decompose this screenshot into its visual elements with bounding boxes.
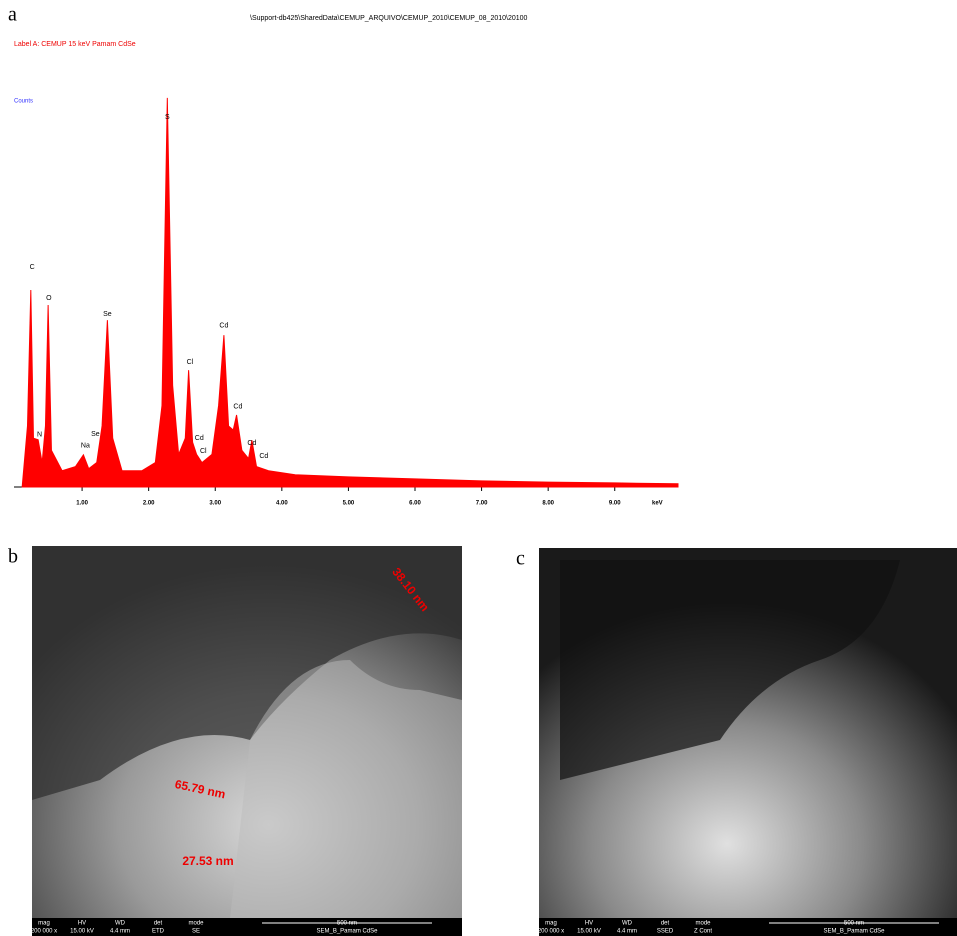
info-header: mode — [188, 921, 204, 927]
info-header: mag — [38, 921, 50, 927]
measurement-label: 27.53 nm — [182, 854, 233, 868]
peak-label: Se — [103, 311, 112, 318]
peak-label: Cl — [187, 359, 194, 366]
file-path: \Support-db425\SharedData\CEMUP_ARQUIVO\… — [250, 15, 528, 22]
x-tick-label: 7.00 — [476, 501, 488, 507]
info-header: mag — [545, 921, 557, 927]
panel-label: a — [8, 4, 17, 26]
sample-name: SEM_B_Pamam CdSe — [823, 929, 885, 935]
info-header: det — [661, 921, 670, 927]
panel-label: b — [8, 546, 18, 568]
peak-label: Cd — [219, 323, 228, 330]
sem-dark-region — [560, 560, 900, 780]
peak-label: Cd — [233, 404, 242, 411]
x-tick-label: 1.00 — [76, 501, 88, 507]
sem-particle — [230, 660, 462, 918]
peak-label: Cd — [195, 435, 204, 442]
peak-label: Na — [81, 443, 90, 450]
peak-label: S — [165, 114, 170, 121]
x-tick-label: 5.00 — [343, 501, 355, 507]
spectrum-label: Label A: CEMUP 15 keV Pamam CdSe — [14, 41, 136, 48]
peak-label: O — [46, 295, 52, 302]
info-value: 4.4 mm — [617, 929, 637, 935]
scale-bar-label: 500 nm — [337, 921, 357, 927]
x-tick-label: 2.00 — [143, 501, 155, 507]
info-value: SSED — [657, 929, 674, 935]
info-header: WD — [115, 921, 126, 927]
x-tick-label: 3.00 — [209, 501, 221, 507]
info-value: 15.00 kV — [577, 929, 601, 935]
peak-label: Cd — [247, 440, 256, 447]
info-value: ETD — [152, 929, 165, 935]
info-header: WD — [622, 921, 633, 927]
x-tick-label: 8.00 — [542, 501, 554, 507]
info-bar — [539, 918, 957, 936]
sample-name: SEM_B_Pamam CdSe — [316, 929, 378, 935]
panel-label: c — [516, 548, 525, 570]
y-axis-label: Counts — [14, 99, 33, 105]
scale-bar-label: 500 nm — [844, 921, 864, 927]
info-value: 200 000 x — [31, 929, 57, 935]
info-header: HV — [78, 921, 86, 927]
info-value: 4.4 mm — [110, 929, 130, 935]
info-value: SE — [192, 929, 200, 935]
info-value: 15.00 kV — [70, 929, 94, 935]
peak-label: Cd — [259, 453, 268, 460]
spectrum — [21, 97, 679, 488]
x-tick-label: 6.00 — [409, 501, 421, 507]
x-axis-label: keV — [652, 501, 663, 507]
info-header: det — [154, 921, 163, 927]
peak-label: C — [30, 264, 35, 271]
peak-label: Se — [91, 431, 100, 438]
peak-label: N — [37, 432, 42, 439]
info-value: 200 000 x — [538, 929, 564, 935]
info-header: HV — [585, 921, 593, 927]
x-tick-label: 4.00 — [276, 501, 288, 507]
sem-dark-region — [32, 546, 462, 800]
info-value: Z Cont — [694, 929, 712, 935]
info-header: mode — [695, 921, 711, 927]
x-tick-label: 9.00 — [609, 501, 621, 507]
peak-label: Cl — [200, 448, 207, 455]
info-bar — [32, 918, 462, 936]
